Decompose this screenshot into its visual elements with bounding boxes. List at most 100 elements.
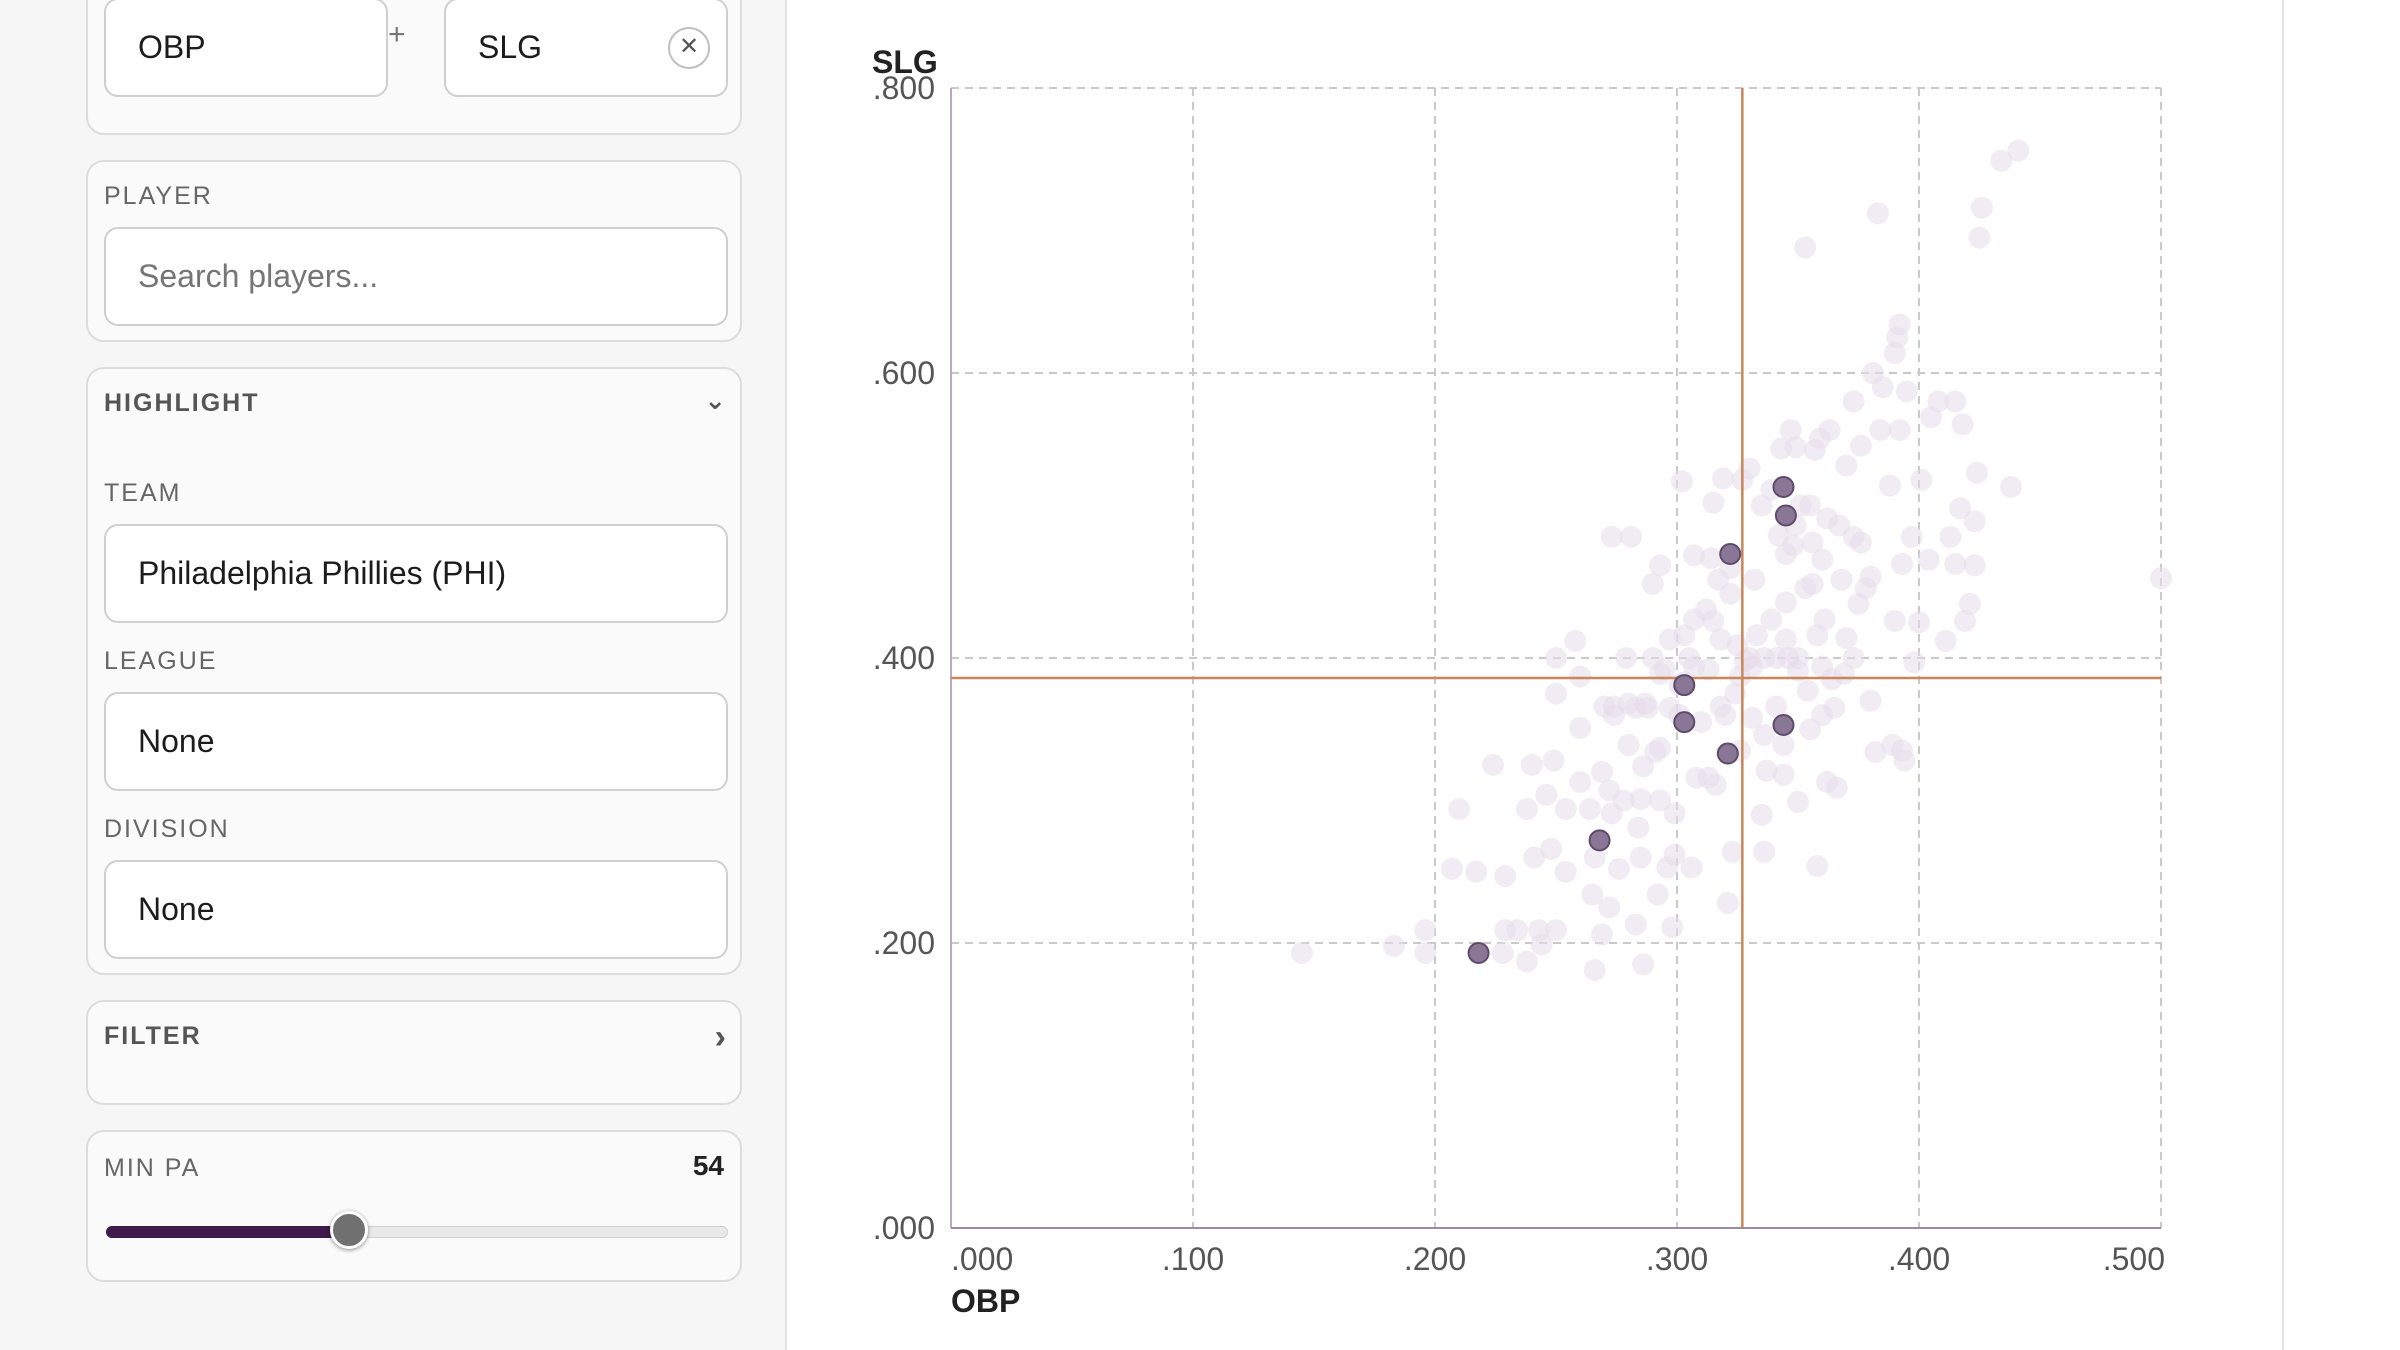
chart-axes: [950, 88, 2161, 1229]
data-point: [1869, 419, 1892, 441]
min-pa-slider-fill: [106, 1226, 349, 1238]
data-point: [1842, 647, 1865, 669]
data-point: [1949, 497, 1972, 520]
highlighted-points: [1467, 476, 1797, 964]
data-point: [1590, 923, 1613, 946]
data-point: [1891, 552, 1914, 575]
highlighted-point: [1719, 542, 1742, 565]
team-select[interactable]: Philadelphia Phillies (PHI): [104, 524, 728, 623]
data-point: [1784, 436, 1807, 459]
data-point: [1883, 609, 1906, 632]
data-point: [1811, 548, 1834, 571]
data-point: [1799, 494, 1822, 517]
data-point: [1583, 846, 1606, 869]
data-point: [1663, 843, 1686, 866]
min-pa-card: MIN PA 54: [86, 1130, 742, 1282]
division-label: DIVISION: [104, 815, 230, 843]
data-point: [1970, 196, 1993, 219]
data-point: [1859, 689, 1882, 712]
min-pa-value: 54: [692, 1150, 724, 1181]
data-point: [1958, 592, 1981, 615]
data-point: [1535, 783, 1558, 806]
data-point: [1414, 941, 1437, 964]
data-point: [1641, 572, 1664, 595]
data-point: [1649, 789, 1672, 812]
data-point: [1569, 770, 1592, 793]
data-point: [1787, 659, 1809, 682]
data-point: [1581, 883, 1604, 906]
league-select[interactable]: None: [104, 692, 728, 791]
x-metric-select[interactable]: OBP: [104, 0, 388, 97]
data-point: [1719, 582, 1742, 605]
data-point: [1545, 647, 1567, 669]
plus-operator: +: [388, 18, 406, 51]
data-point: [1515, 950, 1538, 973]
data-point: [2150, 567, 2172, 590]
data-point: [1917, 548, 1940, 571]
data-point: [1632, 953, 1655, 976]
highlighted-point: [1673, 711, 1696, 734]
data-point: [1765, 695, 1788, 718]
data-point: [1673, 624, 1696, 647]
data-point: [1895, 380, 1918, 403]
data-point: [1888, 313, 1911, 336]
data-point: [1823, 696, 1846, 719]
chevron-down-icon[interactable]: ⌄: [704, 385, 726, 415]
data-point: [1859, 565, 1882, 588]
data-point: [1702, 491, 1725, 514]
data-point: [1893, 749, 1916, 772]
y-tick-label: .800: [873, 70, 935, 106]
data-point: [1774, 628, 1797, 651]
data-point: [1849, 531, 1872, 554]
x-tick-label: .000: [951, 1241, 1013, 1277]
highlight-title[interactable]: HIGHLIGHT: [104, 389, 260, 417]
data-point: [1753, 723, 1776, 746]
data-point: [1612, 789, 1635, 812]
data-point: [1615, 647, 1638, 669]
close-icon[interactable]: ✕: [668, 27, 710, 69]
data-point: [1871, 376, 1894, 399]
data-point: [1709, 628, 1732, 651]
chevron-right-icon[interactable]: ›: [714, 1018, 726, 1056]
highlighted-point: [1774, 504, 1797, 527]
data-point: [1661, 916, 1684, 939]
data-point: [1782, 534, 1805, 557]
data-point: [1796, 679, 1819, 702]
data-point: [1515, 798, 1538, 821]
data-point: [1903, 651, 1926, 674]
data-point: [1716, 892, 1739, 915]
data-point: [1607, 857, 1630, 880]
data-point: [1704, 773, 1727, 796]
y-metric-select[interactable]: SLG ✕: [444, 0, 728, 97]
data-point: [1290, 941, 1313, 964]
league-label: LEAGUE: [104, 647, 218, 675]
data-point: [1842, 390, 1865, 413]
data-point: [1774, 591, 1797, 614]
data-point: [1714, 704, 1737, 726]
data-point: [1646, 883, 1669, 906]
data-point: [1598, 896, 1621, 919]
data-point: [1649, 736, 1672, 759]
data-point: [1636, 696, 1659, 719]
data-point: [1545, 919, 1567, 942]
data-point: [1760, 608, 1783, 631]
average-lines: [951, 88, 2161, 1228]
player-search-input[interactable]: [104, 227, 728, 326]
data-point: [1697, 658, 1720, 681]
axis-ticks: .000 .100 .200 .300 .400 .500 .000 .200 .400 .600…: [873, 70, 2165, 1277]
x-tick-label: .300: [1646, 1241, 1708, 1277]
division-select[interactable]: None: [104, 860, 728, 959]
data-point: [1617, 733, 1640, 756]
scatter-chart: .000 .100 .200 .300 .400 .500 .000 .200 .400 .600…: [872, 44, 2172, 1319]
data-point: [1801, 531, 1824, 554]
data-point: [1711, 467, 1734, 490]
data-point: [1629, 846, 1652, 869]
y-tick-label: .400: [873, 640, 935, 676]
data-point: [1494, 865, 1517, 888]
data-point: [1564, 629, 1587, 652]
data-point: [1624, 913, 1647, 936]
data-point: [1787, 790, 1809, 813]
filter-card[interactable]: FILTER ›: [86, 1000, 742, 1105]
min-pa-slider-thumb[interactable]: [329, 1211, 368, 1249]
data-point: [1806, 855, 1829, 878]
